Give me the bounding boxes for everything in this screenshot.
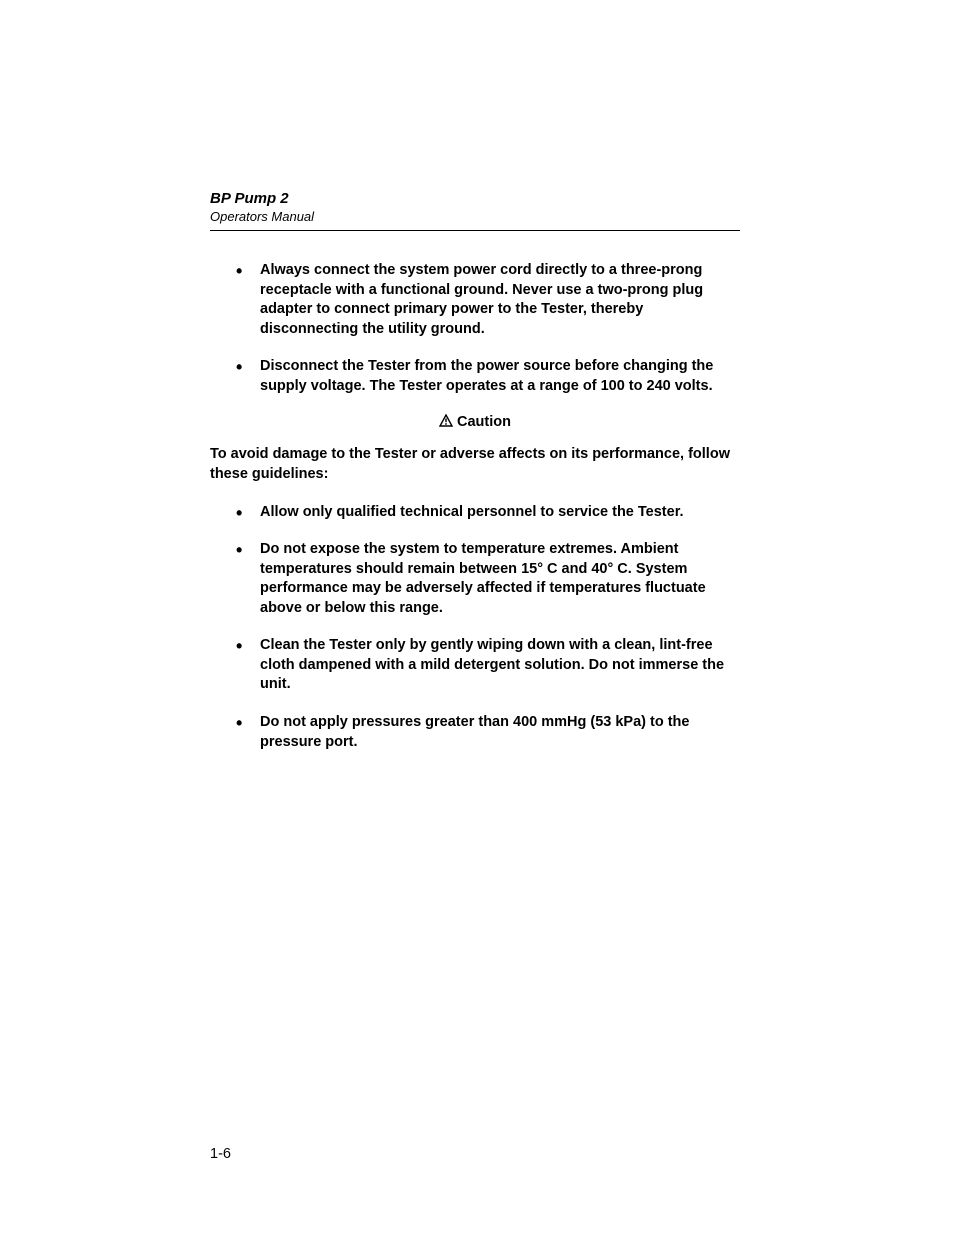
list-item: Do not expose the system to temperature … [260,540,740,618]
document-subtitle: Operators Manual [210,209,740,224]
caution-bullet-list: Allow only qualified technical personnel… [210,503,740,753]
top-bullet-list: Always connect the system power cord dir… [210,261,740,396]
page-number: 1-6 [210,1146,231,1162]
header-rule [210,230,740,231]
page-content: BP Pump 2 Operators Manual Always connec… [210,190,740,770]
list-item: Allow only qualified technical personnel… [260,503,740,523]
caution-heading: Caution [210,414,740,431]
list-item: Do not apply pressures greater than 400 … [260,713,740,752]
list-item: Clean the Tester only by gently wiping d… [260,636,740,695]
document-title: BP Pump 2 [210,190,740,207]
list-item: Disconnect the Tester from the power sou… [260,357,740,396]
caution-intro: To avoid damage to the Tester or adverse… [210,445,740,484]
list-item: Always connect the system power cord dir… [260,261,740,339]
caution-label: Caution [457,414,511,430]
warning-triangle-icon [439,414,453,431]
